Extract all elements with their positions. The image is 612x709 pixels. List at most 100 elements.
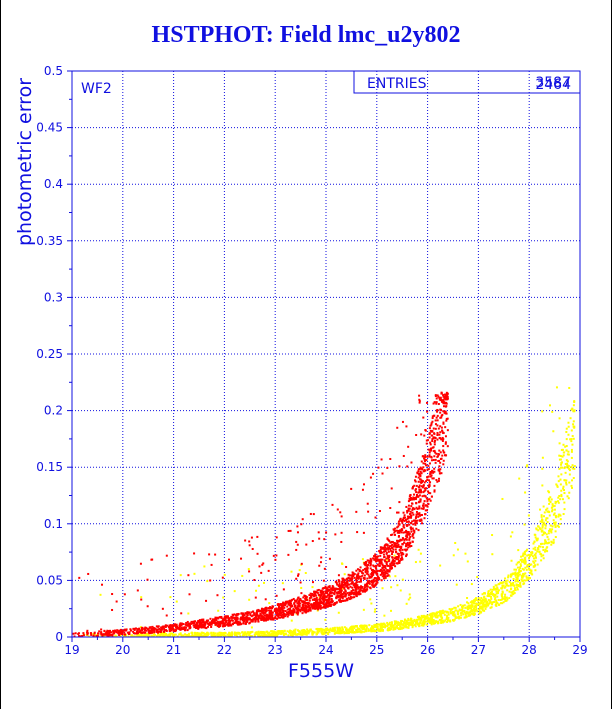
data-point (509, 535, 512, 538)
data-point (145, 634, 148, 637)
data-point (239, 635, 242, 638)
data-point (281, 582, 284, 585)
data-point (484, 597, 487, 600)
data-point (382, 625, 385, 628)
data-point (457, 605, 460, 608)
data-point (434, 458, 437, 461)
data-point (418, 622, 421, 625)
data-point (468, 604, 471, 607)
data-point (459, 612, 462, 615)
data-point (401, 551, 404, 554)
data-point (420, 618, 423, 621)
data-point (409, 513, 412, 516)
data-point (322, 600, 325, 603)
data-point (537, 529, 540, 532)
data-point (523, 552, 526, 555)
data-point (337, 574, 340, 577)
data-point (353, 576, 356, 579)
data-point (434, 436, 437, 439)
data-point (564, 445, 567, 448)
data-point (464, 616, 467, 619)
data-point (419, 488, 422, 491)
data-point (266, 632, 269, 635)
data-point (396, 584, 399, 587)
data-point (434, 461, 437, 464)
data-point (491, 553, 494, 556)
data-point (432, 477, 435, 480)
data-point (511, 573, 514, 576)
data-point (146, 634, 149, 637)
data-point (386, 543, 389, 546)
data-point (292, 613, 295, 616)
data-point (277, 609, 280, 612)
data-point (372, 630, 375, 633)
data-point (544, 540, 547, 543)
data-point (326, 590, 329, 593)
data-point (512, 590, 515, 593)
data-point (482, 604, 485, 607)
data-point (269, 630, 272, 633)
data-point (551, 503, 554, 506)
data-point (390, 561, 393, 564)
data-point (303, 610, 306, 613)
data-point (356, 584, 359, 587)
data-point (412, 496, 415, 499)
data-point (316, 599, 319, 602)
data-point (222, 632, 225, 635)
data-point (273, 609, 276, 612)
data-point (426, 410, 429, 413)
data-point (405, 555, 408, 558)
data-point (351, 586, 354, 589)
data-point (424, 469, 427, 472)
data-point (432, 436, 435, 439)
data-point (413, 479, 416, 482)
data-point (412, 513, 415, 516)
data-point (434, 394, 437, 397)
data-point (369, 567, 372, 570)
data-point (494, 584, 497, 587)
data-point (519, 559, 522, 562)
data-point (376, 623, 379, 626)
data-point (446, 619, 449, 622)
data-point (211, 619, 214, 622)
data-point (410, 530, 413, 533)
data-point (536, 550, 539, 553)
data-point (388, 569, 391, 572)
data-point (542, 505, 545, 508)
data-point (284, 633, 287, 636)
data-point (160, 633, 163, 636)
data-point (433, 489, 436, 492)
data-point (469, 606, 472, 609)
data-point (397, 530, 400, 533)
data-point (435, 416, 438, 419)
data-point (379, 629, 382, 632)
data-point (522, 559, 525, 562)
data-point (316, 628, 319, 631)
data-point (182, 628, 185, 631)
data-point (442, 395, 445, 398)
data-point (386, 572, 389, 575)
data-point (497, 589, 500, 592)
data-point (568, 469, 571, 472)
data-point (280, 607, 283, 610)
data-point (245, 633, 248, 636)
data-point (445, 398, 448, 401)
data-point (243, 614, 246, 617)
data-point (110, 633, 113, 636)
data-point (325, 604, 328, 607)
data-point (490, 597, 493, 600)
data-point (554, 536, 557, 539)
data-point (327, 633, 330, 636)
data-point (195, 633, 198, 636)
data-point (428, 614, 431, 617)
data-point (178, 625, 181, 628)
data-point (402, 627, 405, 630)
data-point (573, 425, 576, 428)
data-point (218, 631, 221, 634)
data-point (424, 454, 427, 457)
data-point (186, 624, 189, 627)
data-point (552, 542, 555, 545)
data-point (405, 620, 408, 623)
data-point (460, 611, 463, 614)
data-point (500, 602, 503, 605)
